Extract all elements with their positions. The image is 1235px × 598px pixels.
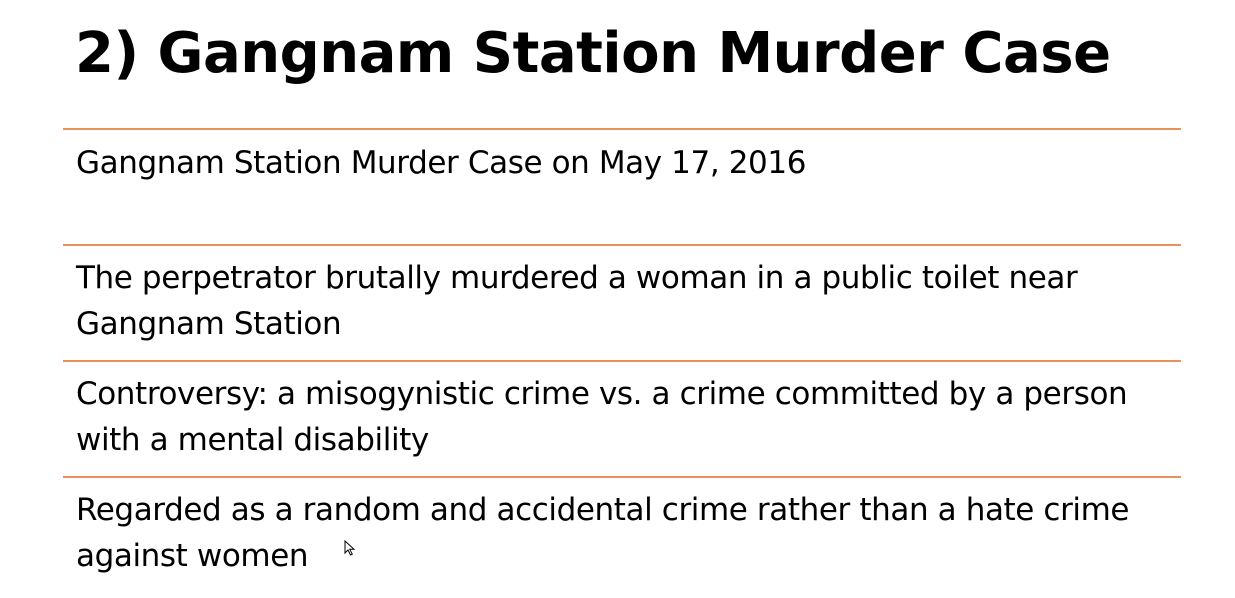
slide-title: 2) Gangnam Station Murder Case xyxy=(75,21,1111,86)
divider-line xyxy=(63,476,1181,478)
divider-line xyxy=(63,244,1181,246)
divider-line xyxy=(63,360,1181,362)
bullet-item-regarded: Regarded as a random and accidental crim… xyxy=(76,492,1130,574)
bullet-item-date: Gangnam Station Murder Case on May 17, 2… xyxy=(76,145,807,181)
divider-line xyxy=(63,128,1181,130)
mouse-pointer-icon xyxy=(344,540,356,556)
bullet-item-perpetrator: The perpetrator brutally murdered a woma… xyxy=(76,260,1078,342)
bullet-item-controversy: Controversy: a misogynistic crime vs. a … xyxy=(76,376,1128,458)
